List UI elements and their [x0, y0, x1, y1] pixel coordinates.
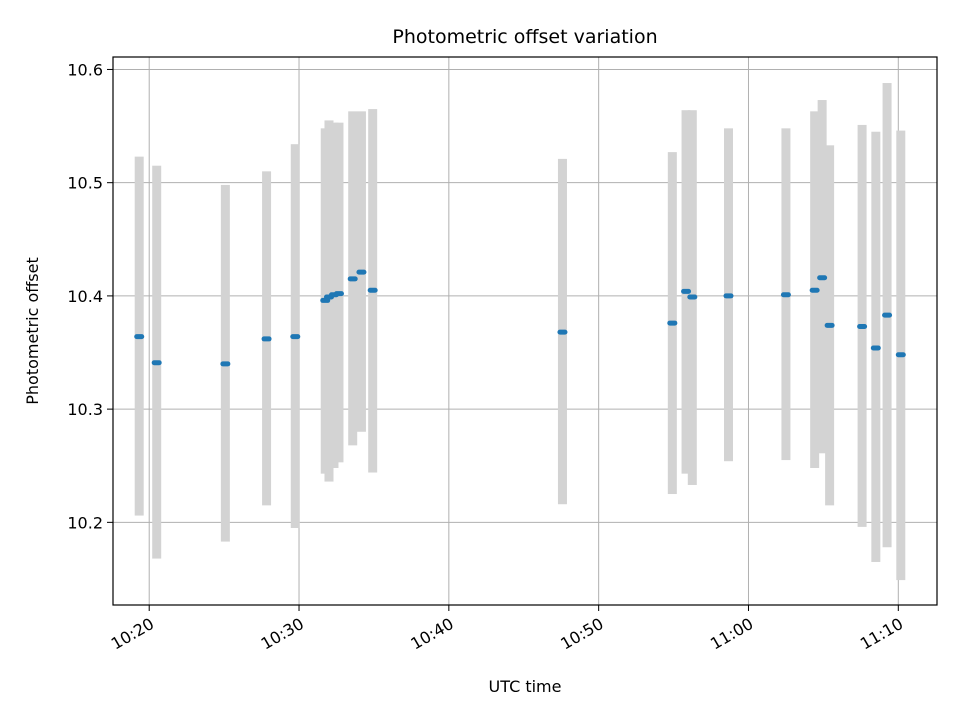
data-point [557, 329, 568, 335]
data-point [347, 276, 358, 282]
data-point [333, 291, 344, 297]
data-point [220, 361, 231, 367]
data-point [681, 288, 692, 294]
data-point [824, 322, 835, 328]
y-tick-label: 10.4 [67, 287, 103, 306]
data-point [809, 287, 820, 293]
data-point [261, 336, 272, 342]
data-point [895, 352, 906, 358]
y-tick-label: 10.6 [67, 60, 103, 79]
data-point [723, 293, 734, 299]
x-axis-label: UTC time [489, 677, 562, 696]
data-points [134, 269, 906, 367]
data-point [687, 294, 698, 300]
data-point [882, 312, 893, 318]
data-point [667, 320, 678, 326]
data-point [290, 334, 301, 340]
plot-frame [112, 56, 938, 606]
data-point [134, 334, 145, 340]
y-axis-label: Photometric offset [23, 257, 42, 405]
data-point [817, 275, 828, 281]
data-point [780, 292, 791, 298]
chart-title: Photometric offset variation [392, 26, 657, 48]
data-point [151, 360, 162, 366]
y-tick-label: 10.2 [67, 513, 103, 532]
data-point [356, 269, 367, 275]
y-axis: 10.2 10.3 10.4 10.5 10.6 [67, 60, 113, 532]
y-tick-label: 10.3 [67, 400, 103, 419]
y-tick-label: 10.5 [67, 174, 103, 193]
data-point [367, 287, 378, 293]
data-point [857, 323, 868, 329]
data-point [870, 345, 881, 351]
